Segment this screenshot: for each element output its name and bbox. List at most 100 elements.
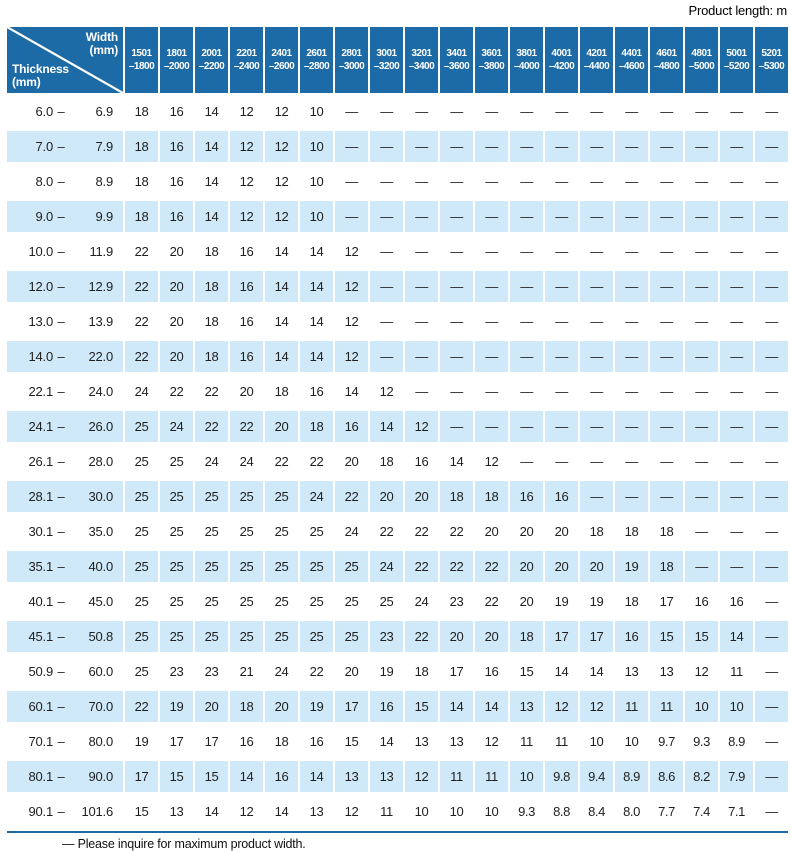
value-cell: 20 — [440, 621, 473, 652]
value-cell: 25 — [169, 524, 184, 539]
value-cell: 20 — [239, 384, 254, 399]
value-cell: — — [590, 384, 603, 399]
column-header: 3201 –3400 — [405, 27, 438, 93]
value-cell: 16 — [230, 341, 263, 372]
value-cell: 25 — [125, 551, 158, 582]
value-cell: 25 — [239, 524, 254, 539]
value-cell: — — [520, 174, 533, 189]
column-header: 4001 –4200 — [545, 27, 578, 93]
value-cell: — — [580, 341, 613, 372]
table-row: 30.1–35.0 25 25 25 25 25 25 24 22 22 22 20 20 20 18 18 1… — [7, 516, 788, 547]
value-cell: 22 — [379, 524, 394, 539]
value-cell: — — [380, 104, 393, 119]
value-cell: 12 — [239, 104, 254, 119]
value-cell: — — [695, 524, 708, 539]
value-cell: — — [755, 131, 788, 162]
thickness-range-cell: 30.1–35.0 — [28, 524, 113, 539]
value-cell: — — [650, 481, 683, 512]
table-row: 22.1–24.0 24 22 22 20 18 16 14 12 — — — — — — — — — — — — [7, 376, 788, 407]
value-cell: 13 — [624, 664, 639, 679]
table-row: 13.0–13.9 22 20 18 16 14 14 12 — — — — — — — — — — — — — [7, 306, 788, 337]
value-cell: — — [520, 384, 533, 399]
value-cell: — — [695, 174, 708, 189]
value-cell: 12 — [274, 174, 289, 189]
value-cell: 25 — [344, 594, 359, 609]
value-cell: 20 — [484, 524, 499, 539]
value-cell: — — [510, 131, 543, 162]
value-cell: 18 — [440, 481, 473, 512]
value-cell: 25 — [335, 551, 368, 582]
value-cell: 25 — [204, 524, 219, 539]
value-cell: 11 — [520, 734, 533, 749]
value-cell: 7.9 — [720, 761, 753, 792]
value-cell: 24 — [239, 454, 254, 469]
value-cell: — — [590, 314, 603, 329]
value-cell: 10 — [510, 761, 543, 792]
value-cell: — — [450, 384, 463, 399]
value-cell: 11 — [440, 761, 473, 792]
value-cell: 18 — [624, 524, 639, 539]
value-cell: 25 — [169, 454, 184, 469]
thickness-label: Thickness — [12, 62, 69, 76]
thickness-range-cell: 22.1–24.0 — [28, 384, 113, 399]
value-cell: — — [685, 551, 718, 582]
value-cell: — — [720, 271, 753, 302]
value-cell: 20 — [169, 244, 184, 259]
value-cell: — — [440, 341, 473, 372]
value-cell: 25 — [125, 411, 158, 442]
value-cell: — — [405, 131, 438, 162]
value-cell: 18 — [125, 131, 158, 162]
value-cell: — — [650, 131, 683, 162]
value-cell: 14 — [274, 314, 289, 329]
thickness-range-cell: 14.0–22.0 — [7, 341, 123, 372]
value-cell: — — [615, 481, 648, 512]
width-axis-label: Width (mm) — [86, 31, 118, 57]
value-cell: — — [545, 341, 578, 372]
value-cell: 12 — [545, 691, 578, 722]
column-header: 5001 –5200 — [720, 27, 753, 93]
value-cell: 13 — [335, 761, 368, 792]
value-cell: — — [370, 341, 403, 372]
value-cell: 24 — [274, 664, 289, 679]
value-cell: 14 — [265, 271, 298, 302]
value-cell: — — [660, 104, 673, 119]
value-cell: 18 — [379, 454, 394, 469]
value-cell: — — [510, 271, 543, 302]
diagonal-divider-line — [7, 27, 123, 93]
value-cell: — — [730, 104, 743, 119]
value-cell: 14 — [265, 341, 298, 372]
value-cell: 18 — [659, 524, 674, 539]
table-row: 50.9–60.0 25 23 23 21 24 22 20 19 18 17 16 15 14 14 13 1… — [7, 656, 788, 687]
value-cell: — — [660, 314, 673, 329]
value-cell: 11 — [555, 734, 568, 749]
value-cell: 18 — [624, 594, 639, 609]
value-cell: 16 — [239, 734, 254, 749]
value-cell: 15 — [344, 734, 359, 749]
value-cell: — — [440, 201, 473, 232]
table-row: 10.0–11.9 22 20 18 16 14 14 12 — — — — — — — — — — — — — [7, 236, 788, 267]
value-cell: 12 — [580, 691, 613, 722]
column-header: 2201 –2400 — [230, 27, 263, 93]
value-cell: 25 — [134, 664, 149, 679]
value-cell: — — [720, 201, 753, 232]
value-cell: 22 — [440, 551, 473, 582]
thickness-range-cell: 26.1–28.0 — [28, 454, 113, 469]
value-cell: — — [555, 244, 568, 259]
footer-rule — [7, 831, 788, 833]
value-cell: 16 — [160, 131, 193, 162]
value-cell: 13 — [659, 664, 674, 679]
value-cell: — — [545, 411, 578, 442]
thickness-range-cell: 24.1–26.0 — [7, 411, 123, 442]
value-cell: 25 — [309, 524, 324, 539]
value-cell: — — [580, 131, 613, 162]
value-cell: — — [720, 131, 753, 162]
value-cell: 19 — [160, 691, 193, 722]
value-cell: 18 — [195, 341, 228, 372]
value-cell: 14 — [195, 201, 228, 232]
value-cell: — — [730, 384, 743, 399]
value-cell: 18 — [195, 271, 228, 302]
value-cell: 20 — [370, 481, 403, 512]
column-header: 4201 –4400 — [580, 27, 613, 93]
value-cell: — — [755, 341, 788, 372]
value-cell: 25 — [230, 551, 263, 582]
